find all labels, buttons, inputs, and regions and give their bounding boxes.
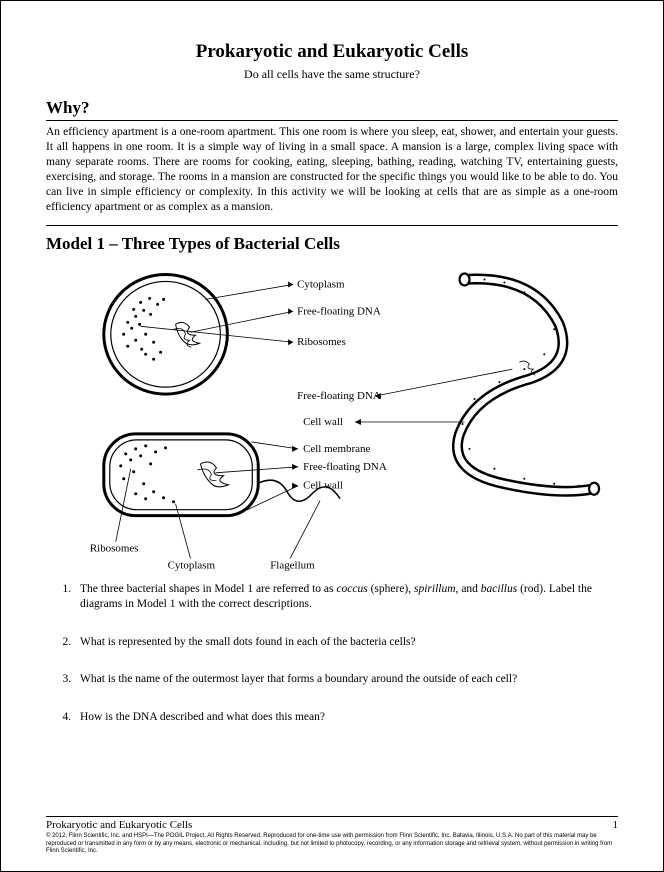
label-cytoplasm: Cytoplasm	[297, 278, 345, 290]
label-flagellum: Flagellum	[270, 559, 315, 571]
question-list: The three bacterial shapes in Model 1 ar…	[46, 582, 618, 726]
question-2: What is represented by the small dots fo…	[74, 635, 618, 651]
label-dna-2: Free-floating DNA	[297, 390, 381, 402]
page-title: Prokaryotic and Eukaryotic Cells	[46, 41, 618, 63]
page-subtitle: Do all cells have the same structure?	[46, 67, 618, 82]
footer-title: Prokaryotic and Eukaryotic Cells	[46, 819, 192, 831]
page-footer: Prokaryotic and Eukaryotic Cells 1 © 201…	[46, 816, 618, 855]
label-cellmembrane: Cell membrane	[303, 442, 370, 454]
question-3: What is the name of the outermost layer …	[74, 672, 618, 688]
label-cellwall: Cell wall	[303, 416, 343, 428]
label-cellwall-2: Cell wall	[303, 479, 343, 491]
question-4: How is the DNA described and what does t…	[74, 710, 618, 726]
copyright-text: © 2012, Flinn Scientific, Inc. and HSPI—…	[46, 833, 618, 855]
spirillum-cell	[355, 273, 599, 494]
divider	[46, 120, 618, 121]
label-cytoplasm-2: Cytoplasm	[168, 559, 216, 571]
why-heading: Why?	[46, 98, 618, 118]
worksheet-page: Prokaryotic and Eukaryotic Cells Do all …	[1, 1, 663, 871]
page-number: 1	[613, 819, 619, 831]
bacterial-cells-diagram: Cytoplasm Free-floating DNA Ribosomes Fr…	[46, 254, 618, 574]
coccus-cell	[104, 274, 293, 394]
why-body: An efficiency apartment is a one-room ap…	[46, 125, 618, 215]
label-ribosomes: Ribosomes	[297, 336, 346, 348]
divider	[46, 225, 618, 226]
label-dna: Free-floating DNA	[297, 305, 381, 317]
question-1: The three bacterial shapes in Model 1 ar…	[74, 582, 618, 613]
model1-heading: Model 1 – Three Types of Bacterial Cells	[46, 234, 618, 254]
label-dna-3: Free-floating DNA	[303, 460, 387, 472]
label-ribosomes-2: Ribosomes	[90, 542, 139, 554]
